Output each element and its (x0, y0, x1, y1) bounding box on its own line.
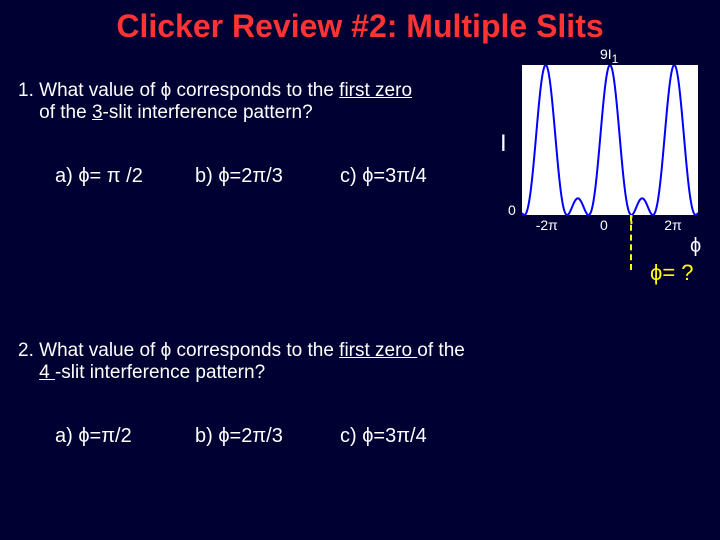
xtick-label: 2π (664, 217, 681, 233)
interference-chart (522, 65, 698, 225)
chart-ylabel: I (500, 130, 507, 158)
q1-option-b[interactable]: b) ϕ=2π/3 (195, 165, 283, 188)
q2-l1a: What value of ϕ corresponds to the (39, 340, 339, 361)
q1-option-a[interactable]: a) ϕ= π /2 (55, 165, 143, 188)
q2-num: 2. (18, 340, 34, 361)
marker-line (630, 215, 632, 270)
q2-l2p: -slit interference pattern? (55, 362, 265, 383)
q1-l2b: 3 (92, 102, 103, 123)
question-1: 1. What value of ϕ corresponds to the fi… (18, 80, 488, 124)
q2-option-a[interactable]: a) ϕ=π/2 (55, 425, 132, 448)
q2-l1p: of the (417, 340, 465, 361)
q2-l2u: 4 (39, 362, 55, 383)
q1-option-c[interactable]: c) ϕ=3π/4 (340, 165, 427, 188)
page-title: Clicker Review #2: Multiple Slits (0, 0, 720, 45)
ytick-zero: 0 (508, 202, 516, 218)
q2-option-c[interactable]: c) ϕ=3π/4 (340, 425, 427, 448)
q1-l2c: -slit interference pattern? (103, 102, 313, 123)
xtick-label: -2π (536, 217, 558, 233)
chart-xlabel: ϕ (690, 235, 701, 258)
q2-l1u: first zero (339, 340, 417, 361)
q2-option-b[interactable]: b) ϕ=2π/3 (195, 425, 283, 448)
q1-l1b: first zero (339, 80, 412, 101)
phi-question-label: ϕ= ? (650, 260, 694, 286)
q1-l1a: What value of ϕ corresponds to the (39, 80, 339, 101)
q1-num: 1. (18, 80, 34, 101)
q1-l2a: of the (39, 102, 92, 123)
question-2: 2. What value of ϕ corresponds to the fi… (18, 340, 578, 384)
chart-toplabel: 9I1 (600, 46, 618, 66)
xtick-label: 0 (600, 217, 608, 233)
